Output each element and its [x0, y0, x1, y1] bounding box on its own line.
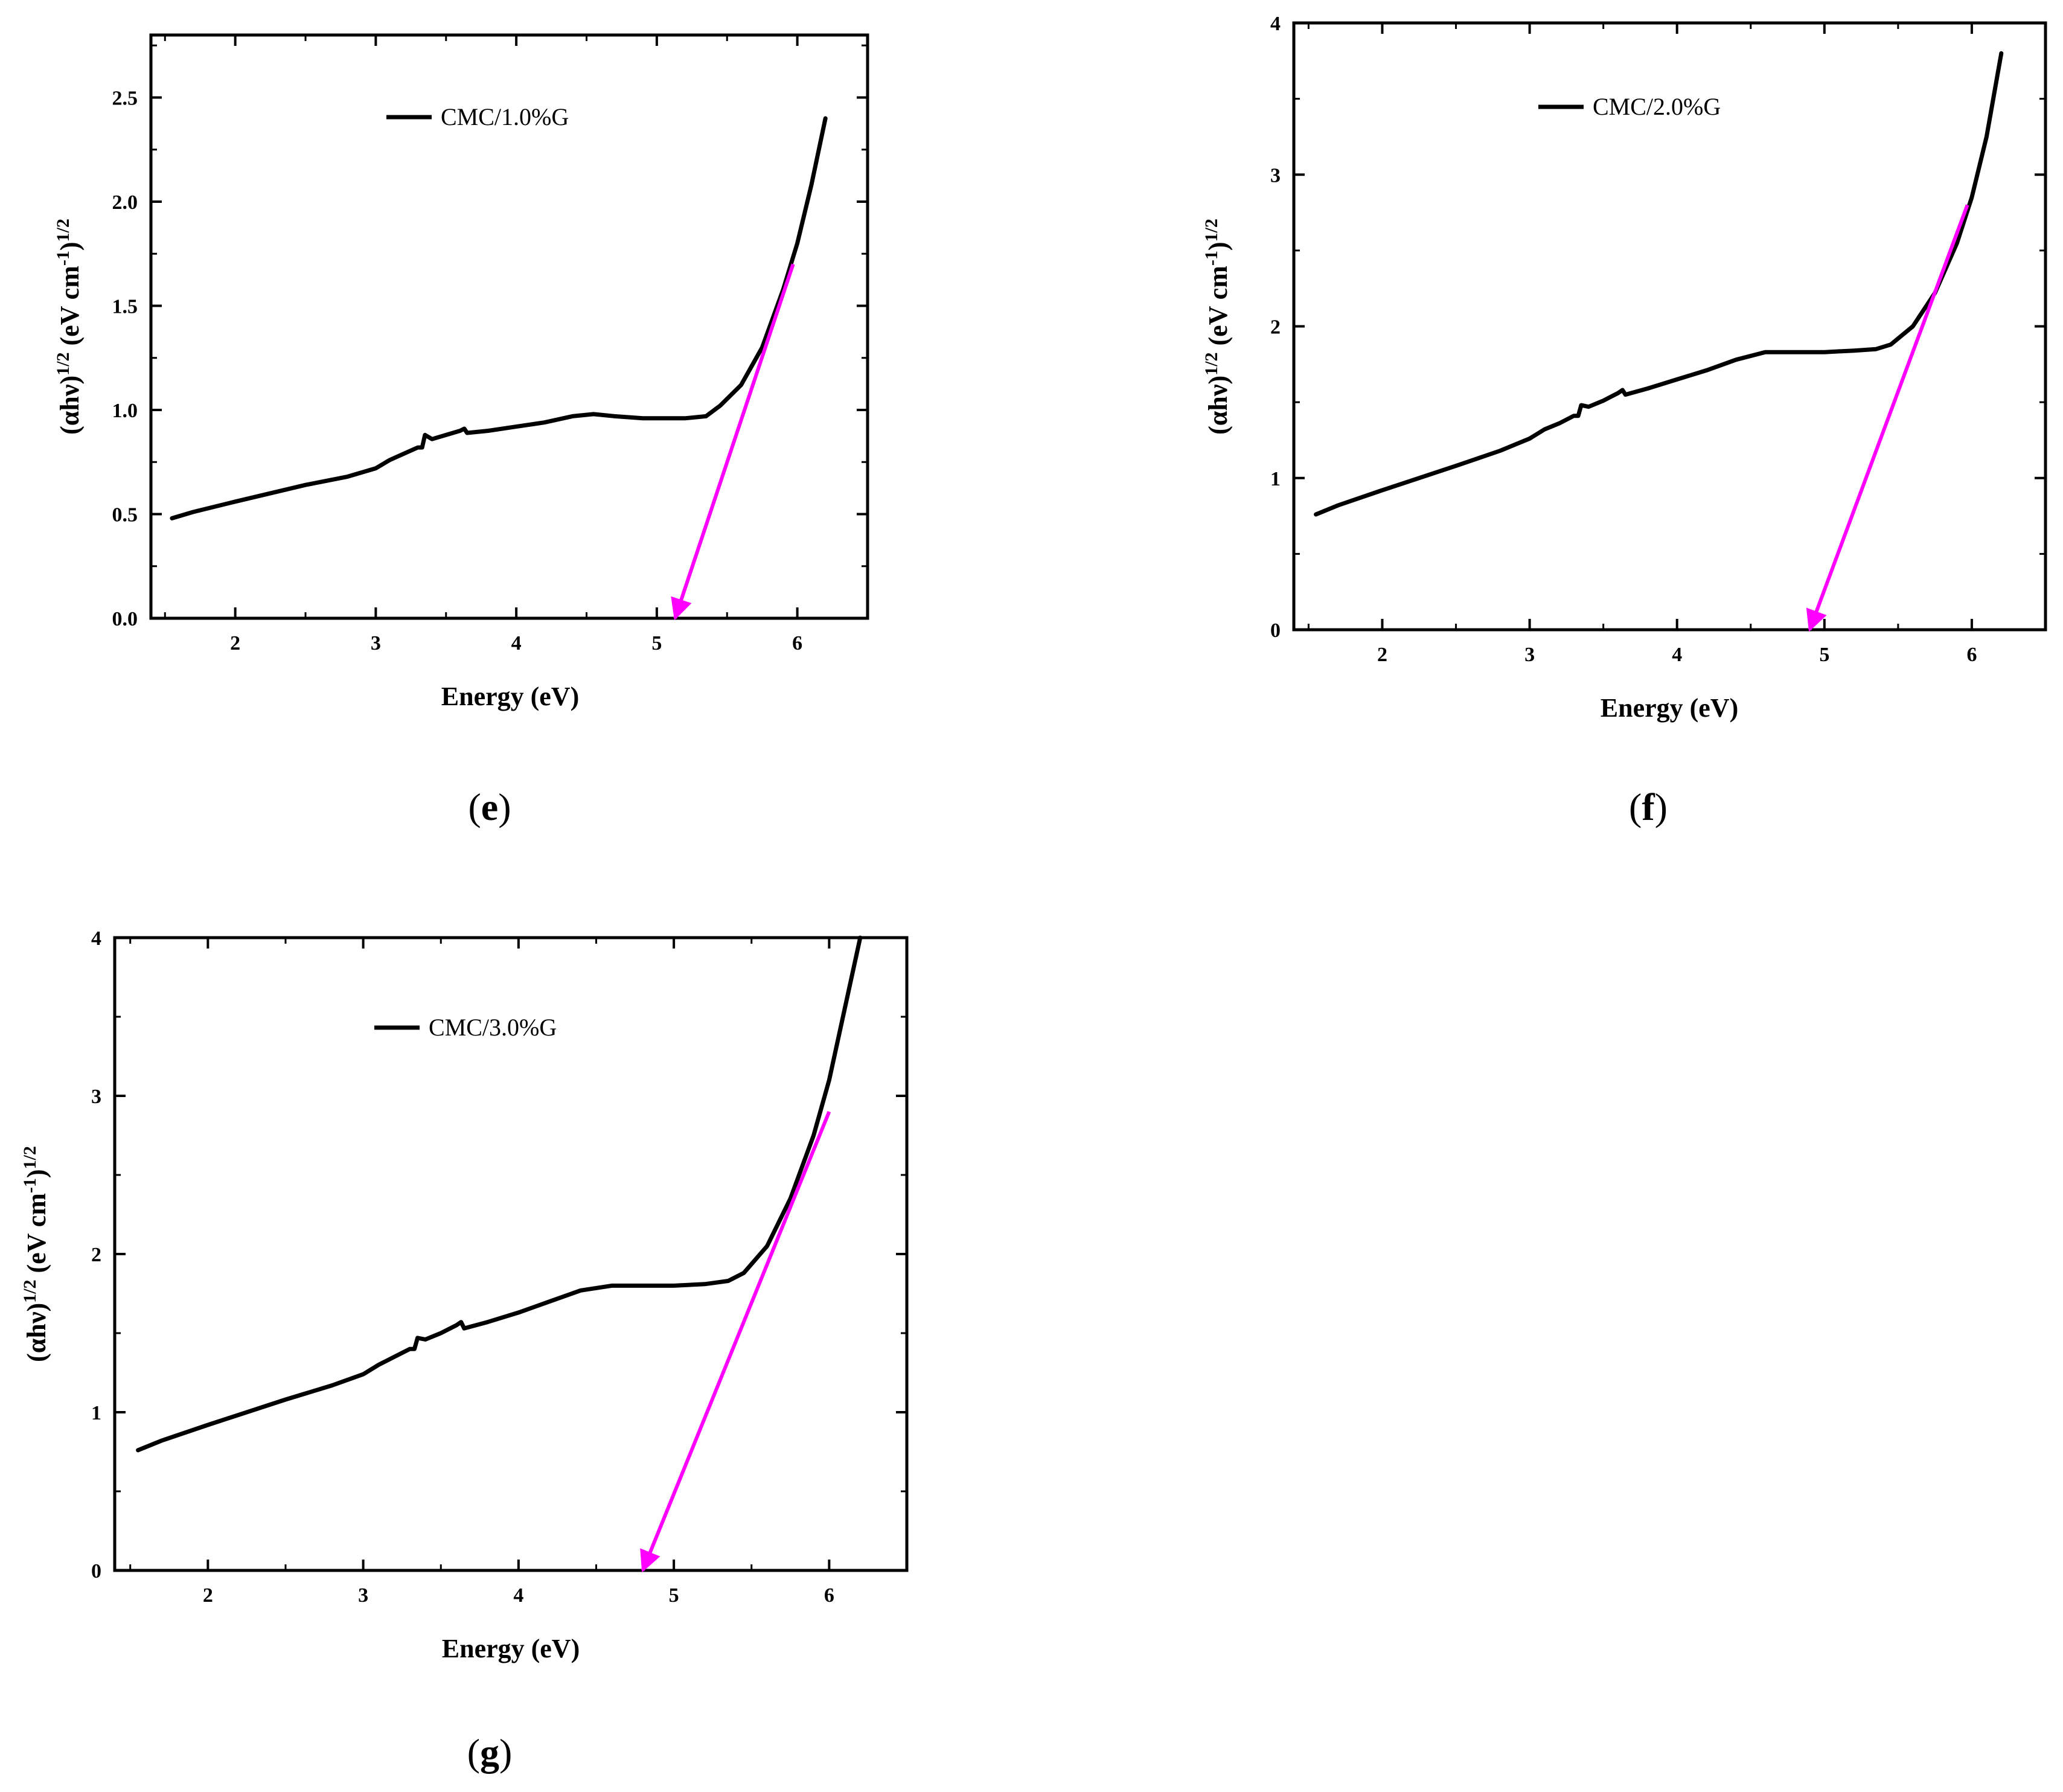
x-tick-label: 6	[792, 632, 802, 654]
y-axis-title-superscript: 1/2	[20, 1146, 40, 1169]
y-tick-label: 0.5	[112, 504, 138, 526]
y-tick-label: 2	[91, 1244, 101, 1266]
x-tick-label: 3	[358, 1584, 368, 1607]
x-tick-label: 3	[1524, 644, 1535, 666]
y-tick-label: 0	[1270, 619, 1281, 642]
y-tick-label: 4	[91, 927, 101, 950]
y-axis-title-superscript: -1	[53, 251, 73, 266]
y-axis-title-part: )	[22, 1170, 51, 1179]
y-tick-label: 4	[1270, 13, 1281, 35]
x-axis-title: Energy (eV)	[442, 1634, 580, 1663]
x-tick-label: 5	[1819, 644, 1829, 666]
plot-frame	[149, 33, 869, 620]
caption-f: (f)	[1629, 786, 1668, 828]
x-tick-label: 4	[1672, 644, 1682, 666]
series-line-g	[136, 935, 863, 1453]
y-axis-title-part: (αhν)	[1203, 376, 1233, 435]
y-tick-label: 2.5	[112, 88, 138, 110]
y-axis-title-part: (eV cm	[1203, 266, 1233, 352]
y-tick-label: 2.0	[112, 191, 138, 214]
caption-e-letter: e	[481, 786, 499, 828]
x-tick-label: 2	[230, 632, 240, 654]
y-tick-label: 2	[1270, 316, 1281, 339]
tangent-arrow	[671, 263, 795, 621]
x-axis-title: Energy (eV)	[1601, 693, 1739, 723]
series-line-f	[1314, 51, 2004, 517]
y-axis-title-superscript: 1/2	[1201, 353, 1221, 376]
y-axis-title-part: (αhν)	[55, 376, 85, 435]
y-axis-title-part: )	[1203, 242, 1233, 251]
x-tick-label: 5	[669, 1584, 679, 1607]
x-tick-label: 6	[1966, 644, 1977, 666]
y-tick-label: 1	[91, 1402, 101, 1424]
y-axis-title-part: (eV cm	[55, 266, 85, 352]
y-axis-title-superscript: 1/2	[53, 219, 73, 242]
x-tick-label: 5	[651, 632, 662, 654]
y-axis-title: (αhν)1/2 (eV cm-1)1/2	[1201, 219, 1233, 435]
caption-f-letter: f	[1642, 786, 1655, 828]
y-axis-title-part: )	[55, 242, 85, 251]
x-tick-label: 6	[824, 1584, 834, 1607]
y-axis-title-part: (αhν)	[22, 1303, 51, 1362]
x-tick-label: 2	[1377, 644, 1387, 666]
y-tick-label: 1.5	[112, 296, 138, 318]
x-tick-label: 4	[511, 632, 522, 654]
y-tick-label: 3	[91, 1086, 101, 1108]
y-tick-label: 0	[91, 1560, 101, 1582]
x-tick-label: 2	[203, 1584, 213, 1607]
caption-g-letter: g	[480, 1731, 499, 1774]
y-tick-label: 1.0	[112, 400, 138, 422]
y-tick-label: 0.0	[112, 608, 138, 630]
caption-e: (e)	[468, 786, 511, 828]
y-axis-title: (αhν)1/2 (eV cm-1)1/2	[20, 1146, 51, 1362]
y-axis-title-superscript: -1	[20, 1178, 40, 1193]
y-axis-title: (αhν)1/2 (eV cm-1)1/2	[53, 219, 85, 435]
y-axis-title-superscript: 1/2	[53, 353, 73, 376]
y-axis-title-superscript: 1/2	[1201, 219, 1221, 242]
y-axis-title-superscript: -1	[1201, 251, 1221, 266]
y-tick-label: 1	[1270, 468, 1281, 490]
x-tick-label: 3	[371, 632, 381, 654]
caption-g: (g)	[467, 1731, 513, 1774]
x-tick-label: 4	[513, 1584, 523, 1607]
series-line-e	[170, 116, 828, 520]
tangent-arrow	[640, 1111, 831, 1573]
x-axis-title: Energy (eV)	[441, 682, 580, 711]
legend-label: CMC/1.0%G	[441, 103, 569, 130]
legend-label: CMC/2.0%G	[1593, 93, 1721, 120]
legend-label: CMC/3.0%G	[429, 1014, 557, 1041]
y-axis-title-part: (eV cm	[22, 1193, 51, 1279]
y-tick-label: 3	[1270, 164, 1281, 187]
tangent-arrow	[1806, 204, 1969, 632]
y-axis-title-superscript: 1/2	[20, 1280, 40, 1303]
